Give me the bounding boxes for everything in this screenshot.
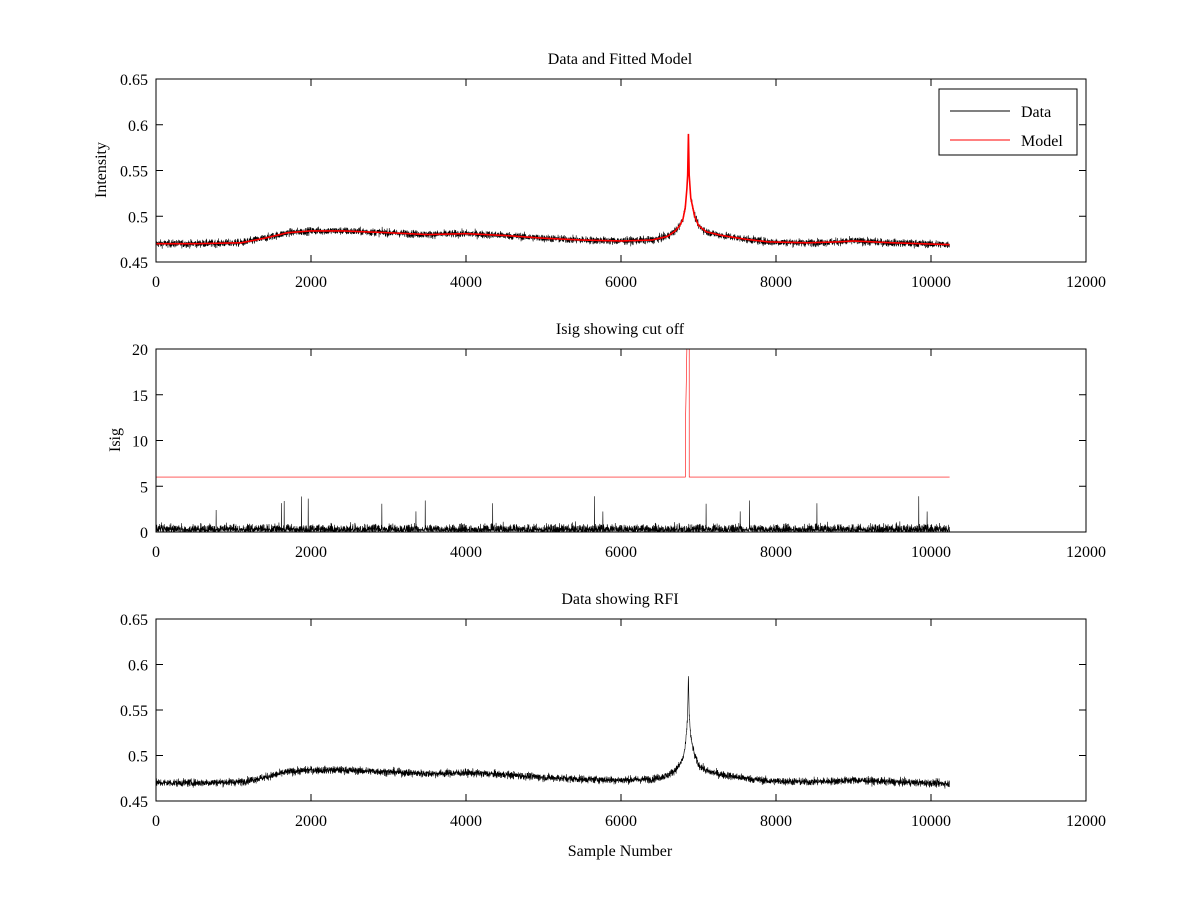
series-layer — [155, 348, 950, 534]
subplot-title: Data and Fitted Model — [548, 51, 693, 68]
y-tick-label: 0.65 — [120, 72, 148, 89]
y-tick-label: 0 — [140, 525, 148, 542]
y-axis-label: Isig — [107, 428, 124, 452]
y-tick-label: 15 — [132, 388, 148, 405]
x-tick-label: 6000 — [605, 274, 637, 291]
subplot-title: Isig showing cut off — [556, 321, 685, 338]
series-layer — [155, 676, 950, 789]
series-line-cut-off — [156, 348, 950, 478]
x-tick-label: 2000 — [295, 813, 327, 830]
y-tick-label: 0.65 — [120, 612, 148, 629]
y-tick-label: 5 — [140, 479, 148, 496]
subplot-isig-showing-cut-off: Isig showing cut off Isig 0 2000 4000 6000 8… — [107, 321, 1106, 561]
y-tick-label: 20 — [132, 342, 148, 359]
x-tick-label: 2000 — [295, 544, 327, 561]
legend: Data Model — [938, 88, 1078, 156]
legend-label-data: Data — [1021, 104, 1051, 121]
subplot-data-and-fitted-model: Data and Fitted Model Intensity 0 2000 400… — [93, 51, 1106, 291]
x-tick-label: 0 — [152, 544, 160, 561]
series-line-data — [155, 676, 950, 789]
x-tick-label: 8000 — [760, 813, 792, 830]
x-tick-label: 10000 — [911, 544, 951, 561]
x-tick-label: 8000 — [760, 274, 792, 291]
series-line-model — [156, 133, 950, 246]
x-tick-label: 2000 — [295, 274, 327, 291]
y-axis-label: Intensity — [93, 142, 110, 198]
subplot-title: Data showing RFI — [561, 591, 678, 608]
x-tick-label: 4000 — [450, 813, 482, 830]
subplot-data-showing-rfi: Data showing RFI Sample Number 0 2000 4000… — [120, 591, 1106, 860]
x-tick-label: 6000 — [605, 544, 637, 561]
series-line-isig — [155, 496, 950, 534]
y-tick-label: 0.6 — [128, 658, 148, 675]
axes-layer: 0 2000 4000 6000 8000 10000 12000 0.45 0.5 0.55 0.… — [120, 72, 1106, 291]
axes-layer: 0 2000 4000 6000 8000 10000 12000 0.45 0.5 0.55 0.… — [120, 612, 1106, 830]
y-tick-label: 0.45 — [120, 255, 148, 272]
x-tick-label: 0 — [152, 813, 160, 830]
y-tick-label: 0.55 — [120, 703, 148, 720]
x-axis-label: Sample Number — [568, 843, 673, 860]
y-tick-label: 0.55 — [120, 164, 148, 181]
x-tick-label: 12000 — [1066, 813, 1106, 830]
y-tick-label: 0.5 — [128, 209, 148, 226]
series-layer — [155, 133, 950, 249]
y-tick-label: 0.5 — [128, 749, 148, 766]
y-tick-label: 0.6 — [128, 118, 148, 135]
y-tick-label: 10 — [132, 434, 148, 451]
axes-layer: 0 2000 4000 6000 8000 10000 12000 0 5 10 15 20 — [132, 342, 1106, 561]
legend-label-model: Model — [1021, 133, 1063, 150]
x-tick-label: 4000 — [450, 544, 482, 561]
x-tick-label: 10000 — [911, 813, 951, 830]
x-tick-label: 8000 — [760, 544, 792, 561]
series-line-data — [155, 135, 950, 249]
y-tick-label: 0.45 — [120, 794, 148, 811]
x-tick-label: 10000 — [911, 274, 951, 291]
x-tick-label: 12000 — [1066, 274, 1106, 291]
x-tick-label: 12000 — [1066, 544, 1106, 561]
x-tick-label: 4000 — [450, 274, 482, 291]
x-tick-label: 0 — [152, 274, 160, 291]
legend-box — [938, 88, 1078, 156]
x-tick-label: 6000 — [605, 813, 637, 830]
